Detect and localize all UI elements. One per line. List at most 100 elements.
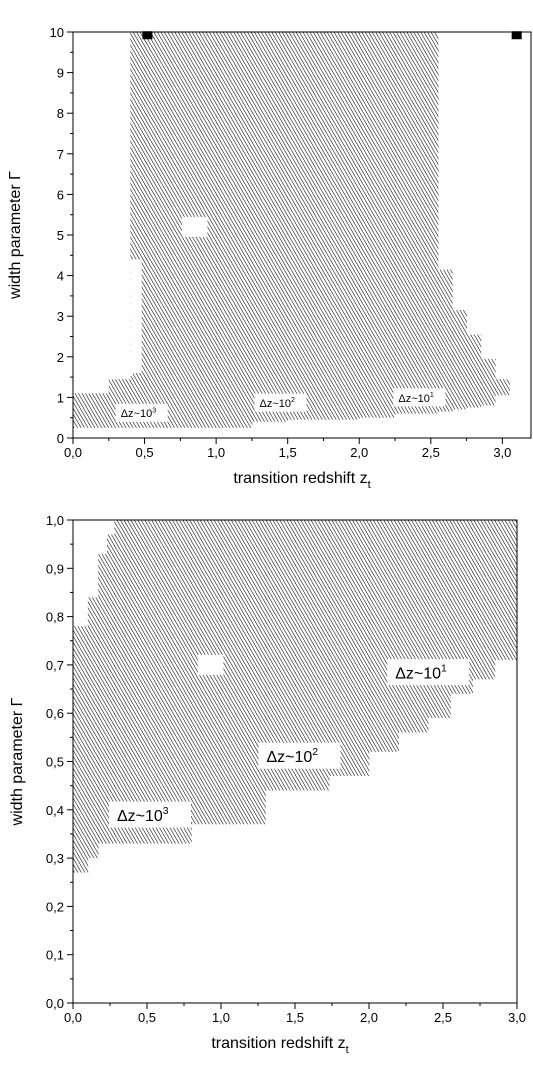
hatched-cell [287, 32, 360, 420]
model-point [511, 31, 522, 40]
hatched-cell [221, 520, 266, 825]
gap-region [130, 259, 142, 374]
x-tick-label: 0,5 [136, 445, 154, 460]
x-tick-label: 1,0 [212, 1010, 230, 1025]
x-axis-label-text: transition redshift z [211, 1035, 345, 1052]
delta-label: Δz~103 [117, 806, 169, 825]
x-tick-label: 0,0 [64, 445, 82, 460]
y-tick-label: 5 [57, 228, 64, 243]
hatched-cell [87, 597, 99, 859]
hatched-cell [98, 553, 108, 844]
x-tick-label: 1,5 [286, 1010, 304, 1025]
y-tick-label: 0,4 [46, 803, 64, 818]
hatched-cell [359, 32, 396, 418]
y-tick-label: 1 [57, 390, 64, 405]
delta-text: Δz~10 [117, 808, 163, 825]
y-tick-label: 0,7 [46, 658, 64, 673]
delta-exponent: 1 [430, 391, 434, 399]
x-axis-label: transition redshift zt [211, 1035, 348, 1056]
y-tick-label: 0,9 [46, 561, 64, 576]
y-tick-label: 9 [57, 66, 64, 81]
y-tick-label: 0,3 [46, 851, 64, 866]
y-tick-label: 0,0 [46, 996, 64, 1011]
x-tick-label: 0,5 [138, 1010, 156, 1025]
label-bg [254, 393, 307, 412]
x-tick-label: 2,0 [360, 1010, 378, 1025]
delta-exponent: 3 [152, 406, 156, 414]
x-tick-label: 3,0 [493, 445, 511, 460]
y-tick-label: 0,5 [46, 755, 64, 770]
hatched-cell [251, 32, 289, 422]
label-bg [393, 388, 446, 407]
y-tick-label: 0 [57, 431, 64, 446]
y-tick-label: 10 [50, 25, 64, 40]
hatched-cell [494, 520, 518, 661]
label-bg [387, 659, 470, 686]
model-point [142, 31, 153, 40]
hatched-cell [428, 520, 451, 719]
hatched-cell [398, 520, 429, 733]
hatched-cell [437, 269, 453, 412]
y-tick-label: 3 [57, 309, 64, 324]
x-axis-label: transition redshift zt [233, 470, 370, 491]
delta-text: Δz~10 [121, 408, 153, 420]
x-axis-label-text: transition redshift z [233, 470, 367, 487]
delta-label: Δz~102 [260, 396, 296, 410]
y-tick-label: 0,1 [46, 948, 64, 963]
label-bg [357, 877, 384, 898]
delta-text: Δz~10 [266, 749, 312, 766]
y-tick-label: 1,0 [46, 513, 64, 528]
hatched-cell [73, 393, 110, 428]
label-bg [197, 654, 224, 675]
hatched-cell [480, 358, 496, 406]
x-tick-label: 2,5 [434, 1010, 452, 1025]
delta-exponent: 3 [163, 806, 169, 817]
hatched-cell [73, 626, 89, 873]
hatched-cell [107, 534, 115, 844]
label-bg [475, 216, 501, 237]
delta-text: Δz~10 [260, 398, 292, 410]
delta-exponent: 1 [441, 663, 447, 674]
y-axis-label: width parameter Γ [7, 171, 24, 300]
hatched-cell [395, 32, 439, 414]
delta-label: Δz~101 [395, 663, 447, 682]
label-bg [110, 357, 133, 376]
y-axis-label: width parameter Γ [9, 697, 26, 826]
x-tick-label: 1,0 [207, 445, 225, 460]
hatched-cell [114, 520, 126, 844]
x-axis-label-subscript: t [368, 479, 371, 491]
label-bg [459, 414, 483, 433]
label-bg [108, 801, 191, 828]
y-tick-label: 8 [57, 106, 64, 121]
hatched-cell [466, 334, 482, 408]
hatched-cell [369, 520, 399, 752]
x-tick-label: 3,0 [508, 1010, 526, 1025]
y-tick-label: 0,2 [46, 899, 64, 914]
label-bg [258, 742, 341, 769]
hatched-cell [452, 310, 467, 410]
y-tick-label: 6 [57, 187, 64, 202]
delta-label: Δz~103 [121, 406, 157, 420]
hatched-cell [472, 520, 496, 680]
hatched-cell [495, 379, 510, 396]
y-tick-label: 4 [57, 269, 64, 284]
delta-exponent: 2 [312, 747, 318, 758]
x-tick-label: 0,0 [64, 1010, 82, 1025]
x-tick-label: 1,5 [279, 445, 297, 460]
delta-label: Δz~102 [266, 747, 318, 766]
label-bg [115, 403, 168, 422]
hatched-cell [124, 520, 192, 844]
hatched-cell [329, 520, 370, 776]
delta-label: Δz~101 [398, 391, 434, 405]
label-bg [181, 216, 208, 237]
hatched-cell [450, 520, 473, 694]
delta-exponent: 2 [291, 396, 295, 404]
x-tick-label: 2,5 [422, 445, 440, 460]
y-tick-label: 7 [57, 147, 64, 162]
x-axis-label-subscript: t [346, 1044, 349, 1056]
y-tick-label: 0,8 [46, 610, 64, 625]
hatched-cell [216, 32, 253, 428]
